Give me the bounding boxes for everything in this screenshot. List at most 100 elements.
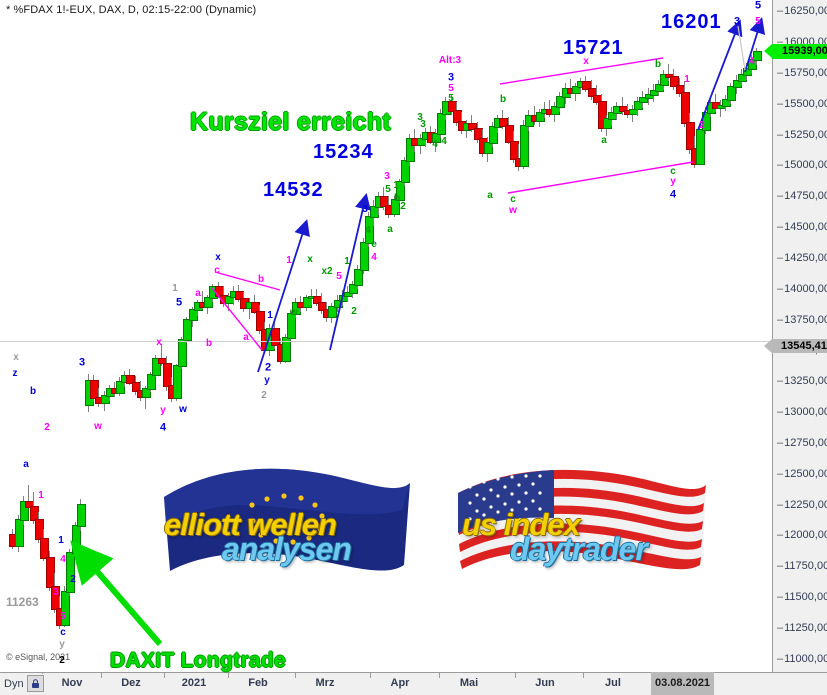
wave-label: 2 xyxy=(699,120,705,131)
candle-body xyxy=(183,319,193,342)
lock-icon[interactable] xyxy=(26,675,44,692)
price-tick: –16250,00 xyxy=(777,5,827,18)
candle-body xyxy=(40,537,50,560)
time-tick: Jun xyxy=(535,677,555,689)
logo-line1: us index xyxy=(462,507,581,542)
price-tick: –13250,00 xyxy=(777,375,827,388)
wave-label: w xyxy=(179,404,187,415)
price-tick: –12750,00 xyxy=(777,436,827,449)
wave-label: 4 xyxy=(432,139,438,150)
price-tick: –11750,00 xyxy=(777,560,827,573)
wave-label: 3 xyxy=(420,119,426,130)
time-tick-separator xyxy=(370,673,371,678)
time-tick-separator xyxy=(583,673,584,678)
wave-label: 2 xyxy=(400,201,406,212)
wave-label: y xyxy=(670,176,676,187)
wave-label: x2 xyxy=(321,266,333,277)
wave-label: 4 xyxy=(441,136,447,147)
wave-label: 2 xyxy=(44,422,50,433)
wave-label: a xyxy=(195,288,201,299)
time-axis[interactable]: Nov Dez 2021 Feb Mrz Apr Mai Jun Jul xyxy=(0,672,827,695)
price-tick: –15500,00 xyxy=(777,97,827,110)
wave-label: 3 xyxy=(733,15,741,28)
kursziel-annotation: Kursziel erreicht xyxy=(190,108,392,136)
copyright-label: © eSignal, 2021 xyxy=(6,652,71,662)
candle-body xyxy=(520,124,530,168)
dyn-toolbar[interactable]: Dyn xyxy=(1,674,47,693)
price-tick: –15250,00 xyxy=(777,128,827,141)
wave-label: y xyxy=(160,405,166,416)
time-tick-separator xyxy=(164,673,165,678)
candle-body xyxy=(173,364,183,400)
wave-label: Alt:3 xyxy=(438,55,462,66)
wave-label: 5 xyxy=(755,16,761,27)
time-tick: Dez xyxy=(121,677,141,689)
wave-label: x xyxy=(13,352,19,363)
candle-wick xyxy=(471,114,473,132)
candle-body xyxy=(489,125,499,144)
wave-label: 1 xyxy=(393,180,399,191)
wave-label: 1 xyxy=(344,256,350,267)
wave-label: b xyxy=(257,274,265,285)
price-tick: –12000,00 xyxy=(777,529,827,542)
candle-body xyxy=(147,373,157,391)
wave-label: 5 xyxy=(448,93,454,104)
wave-label: 3 xyxy=(53,587,59,598)
wave-label: 2 xyxy=(261,390,267,401)
price-tick: –14500,00 xyxy=(777,221,827,234)
wave-label: 2 xyxy=(70,574,76,585)
wave-label: 1 xyxy=(286,255,292,266)
time-tick-separator xyxy=(101,673,102,678)
price-tick: –11000,00 xyxy=(777,652,827,665)
time-tick-separator xyxy=(439,673,440,678)
wave-label: 2 xyxy=(264,361,272,374)
wave-label: 3 xyxy=(384,171,390,182)
wave-label: w xyxy=(290,307,298,318)
candle-body xyxy=(395,181,405,201)
candle-body xyxy=(76,504,86,528)
wave-label: b xyxy=(29,386,37,397)
wave-label: 5 xyxy=(336,271,342,282)
wave-label: x xyxy=(156,337,162,348)
wave-label: 5 xyxy=(385,184,391,195)
wave-label: w xyxy=(94,421,102,432)
time-tick-separator xyxy=(515,673,516,678)
wave-label: 1 xyxy=(267,310,273,321)
wave-label: c xyxy=(214,265,220,276)
price-tick: –14000,00 xyxy=(777,282,827,295)
wave-label: 4 xyxy=(159,421,167,434)
wave-label: b xyxy=(393,193,401,204)
wave-label: e xyxy=(371,239,377,250)
candle-wick xyxy=(160,344,162,367)
wave-label: c xyxy=(60,627,66,638)
candle-body xyxy=(14,519,24,547)
logo-line2: analysen xyxy=(222,531,352,567)
target-label-14532: 14532 xyxy=(263,179,324,201)
candle-wick xyxy=(201,290,203,310)
wave-label: 1 xyxy=(38,490,44,501)
wave-label: 2 xyxy=(351,306,357,317)
wave-label: 3 xyxy=(417,112,423,123)
price-tick: –12250,00 xyxy=(777,498,827,511)
wave-label: x xyxy=(307,254,313,265)
target-label-15234: 15234 xyxy=(313,141,374,163)
candle-body xyxy=(141,388,151,398)
price-axis[interactable]: –16250,00 –16000,00 –15750,00 –15500,00 –152… xyxy=(772,0,827,672)
wave-label: x xyxy=(215,252,221,263)
wave-label: 4 xyxy=(371,252,377,263)
wave-label: b xyxy=(654,59,662,70)
candle-body xyxy=(483,141,493,154)
wave-label: a xyxy=(243,332,249,343)
wave-label: 4 xyxy=(60,554,66,565)
wave-label: 3 xyxy=(362,204,368,215)
candle-wick xyxy=(668,64,670,82)
wave-label: 4 xyxy=(669,188,677,201)
wave-label: z xyxy=(12,368,18,379)
candle-body xyxy=(116,381,126,395)
time-tick: Mai xyxy=(459,677,479,689)
price-tick: –14250,00 xyxy=(777,251,827,264)
wave-label: a xyxy=(387,224,393,235)
wave-label: a xyxy=(23,459,29,470)
candle-body xyxy=(152,357,162,376)
